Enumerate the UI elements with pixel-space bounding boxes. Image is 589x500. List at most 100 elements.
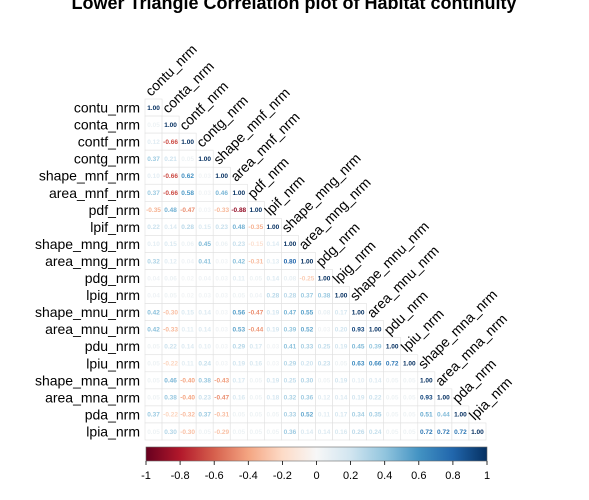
cell-value-area_mna_nrm-lpif_nrm: 0.18 — [267, 395, 280, 402]
cell-value-shape_mna_nrm-contg_nrm: 0.38 — [198, 378, 211, 385]
cell-value-area_mna_nrm-contf_nrm: -0.40 — [180, 395, 195, 402]
cell-value-lpia_nrm-shape_mna_nrm: 0.72 — [420, 429, 433, 436]
cell-value-area_mng_nrm-area_mnf_nrm: 0.42 — [232, 258, 245, 265]
cell-value-shape_mnu_nrm-area_mnf_nrm: 0.56 — [232, 309, 245, 316]
cell-value-pda_nrm-area_mnu_nrm: 0.35 — [369, 412, 382, 419]
cell-value-shape_mng_nrm-conta_nrm: 0.15 — [164, 241, 177, 248]
cell-value-shape_mna_nrm-conta_nrm: 0.46 — [164, 378, 177, 385]
cell-value-area_mng_nrm-contg_nrm: 0.41 — [198, 258, 211, 265]
cell-value-lpig_nrm-area_mng_nrm: 0.37 — [301, 292, 314, 299]
cell-value-pdf_nrm-shape_mnf_nrm: -0.33 — [214, 207, 229, 214]
cell-value-pdu_nrm-lpif_nrm: 0.03 — [267, 344, 280, 351]
cell-value-pdu_nrm-contg_nrm: 0.10 — [198, 344, 211, 351]
cell-value-shape_mna_nrm-pdu_nrm: 0.05 — [386, 378, 399, 385]
cell-value-contf_nrm-contu_nrm: 0.12 — [147, 139, 160, 146]
cell-value-area_mng_nrm-contu_nrm: 0.32 — [147, 258, 160, 265]
cell-value-pdg_nrm-area_mng_nrm: -0.25 — [300, 275, 315, 282]
cell-value-area_mna_nrm-contg_nrm: 0.23 — [198, 395, 211, 402]
cell-value-lpia_nrm-pdf_nrm: 0.05 — [249, 429, 262, 436]
cell-value-pda_nrm-shape_mnu_nrm: 0.34 — [352, 412, 365, 419]
cell-value-contg_nrm-conta_nrm: 0.21 — [164, 156, 177, 163]
cell-value-pdg_nrm-shape_mnf_nrm: 0.03 — [215, 275, 228, 282]
correlation-cells: 1.00 0.05 1.00 0.12 -0.66 1.00 0.37 0.21 0.05 1.0… — [144, 98, 487, 441]
cell-value-pda_nrm-pdf_nrm: 0.05 — [249, 412, 262, 419]
cell-value-contg_nrm-contu_nrm: 0.37 — [147, 156, 160, 163]
cell-value-lpiu_nrm-contf_nrm: 0.11 — [181, 361, 194, 368]
cell-value-pdg_nrm-contg_nrm: 0.04 — [198, 275, 211, 282]
cell-value-pdg_nrm-pdf_nrm: 0.05 — [249, 275, 262, 282]
cell-value-area_mna_nrm-area_mnu_nrm: 0.22 — [369, 395, 382, 402]
cell-value-lpig_nrm-contu_nrm: 0.04 — [147, 292, 160, 299]
row-label-shape_mng_nrm: shape_mng_nrm — [35, 236, 140, 252]
cell-value-lpia_nrm-area_mnu_nrm: 0.24 — [369, 429, 382, 436]
cell-value-pdu_nrm-pdg_nrm: 0.25 — [318, 344, 331, 351]
cell-value-pdg_nrm-contf_nrm: 0.02 — [181, 275, 194, 282]
cell-value-pdf_nrm-contf_nrm: -0.47 — [180, 207, 195, 214]
cell-value-pda_nrm-contu_nrm: 0.37 — [147, 412, 160, 419]
cell-value-shape_mna_nrm-lpig_nrm: 0.19 — [335, 378, 348, 385]
cell-value-shape_mng_nrm-contg_nrm: 0.45 — [198, 241, 211, 248]
colorbar-tick-label: 1 — [484, 470, 490, 482]
cell-value-lpig_nrm-shape_mng_nrm: 0.28 — [284, 292, 297, 299]
cell-value-pdu_nrm-contu_nrm: 0.05 — [147, 344, 160, 351]
cell-value-lpif_nrm-pdf_nrm: -0.35 — [248, 224, 263, 231]
cell-value-shape_mnf_nrm-conta_nrm: -0.66 — [163, 173, 178, 180]
cell-value-pda_nrm-conta_nrm: -0.22 — [163, 412, 178, 419]
cell-value-pdu_nrm-area_mng_nrm: 0.33 — [301, 344, 314, 351]
cell-value-lpiu_nrm-pdu_nrm: 0.72 — [386, 361, 399, 368]
colorbar: -1 -0.8 -0.6 -0.4 -0.2 0 0.2 0.4 0.6 0.8 1 — [141, 446, 490, 482]
cell-value-lpiu_nrm-shape_mnf_nrm: 0.03 — [215, 361, 228, 368]
cell-value-area_mna_nrm-area_mnf_nrm: 0.16 — [232, 395, 245, 402]
cell-value-lpiu_nrm-contg_nrm: 0.24 — [198, 361, 211, 368]
cell-value-lpia_nrm-pdu_nrm: 0.05 — [386, 429, 399, 436]
cell-value-pdg_nrm-conta_nrm: 0.06 — [164, 275, 177, 282]
cell-value-area_mng_nrm-shape_mng_nrm: 0.80 — [284, 258, 297, 265]
chart-title: Lower Triangle Correlation plot of Habit… — [71, 0, 516, 13]
cell-value-area_mng_nrm-conta_nrm: 0.12 — [164, 258, 177, 265]
cell-value-area_mna_nrm-pdu_nrm: 0.05 — [386, 395, 399, 402]
cell-value-lpif_nrm-area_mnf_nrm: 0.48 — [232, 224, 245, 231]
row-label-lpif_nrm: lpif_nrm — [90, 219, 140, 235]
cell-value-area_mnu_nrm-shape_mnf_nrm: 0.03 — [215, 326, 228, 333]
cell-value-pda_nrm-area_mnf_nrm: 0.05 — [232, 412, 245, 419]
cell-value-pdf_nrm-contg_nrm: 0.03 — [198, 207, 211, 214]
row-label-pdf_nrm: pdf_nrm — [89, 202, 140, 218]
colorbar-tick-label: 0.2 — [343, 470, 358, 482]
cell-value-lpia_nrm-contg_nrm: 0.05 — [198, 429, 211, 436]
cell-value-area_mnu_nrm-shape_mnu_nrm: 0.93 — [352, 326, 365, 333]
cell-value-lpia_nrm-shape_mnf_nrm: -0.29 — [214, 429, 229, 436]
cell-value-area_mnu_nrm-conta_nrm: -0.33 — [163, 326, 178, 333]
cell-value-shape_mnu_nrm-shape_mnf_nrm: 0.03 — [215, 309, 228, 316]
row-label-area_mnu_nrm: area_mnu_nrm — [45, 321, 140, 337]
cell-value-shape_mnu_nrm-area_mng_nrm: 0.55 — [301, 309, 314, 316]
cell-value-contg_nrm-contg_nrm: 1.00 — [198, 156, 211, 163]
cell-value-shape_mng_nrm-contu_nrm: 0.10 — [147, 241, 160, 248]
colorbar-tick-label: -0.8 — [171, 470, 190, 482]
row-label-contg_nrm: contg_nrm — [74, 151, 140, 167]
cell-value-shape_mnu_nrm-shape_mng_nrm: 0.47 — [284, 309, 297, 316]
cell-value-shape_mng_nrm-shape_mnf_nrm: 0.06 — [215, 241, 228, 248]
cell-value-pda_nrm-shape_mnf_nrm: -0.31 — [214, 412, 229, 419]
cell-value-pda_nrm-shape_mng_nrm: 0.33 — [284, 412, 297, 419]
cell-value-pdu_nrm-shape_mnf_nrm: 0.03 — [215, 344, 228, 351]
cell-value-lpiu_nrm-lpiu_nrm: 1.00 — [403, 361, 416, 368]
cell-value-lpig_nrm-contf_nrm: 0.02 — [181, 292, 194, 299]
cell-value-shape_mnf_nrm-contg_nrm: 0.03 — [198, 173, 211, 180]
cell-value-shape_mnu_nrm-lpig_nrm: 0.17 — [335, 309, 348, 316]
cell-value-pdu_nrm-shape_mnu_nrm: 0.45 — [352, 344, 365, 351]
cell-value-pda_nrm-pdu_nrm: 0.05 — [386, 412, 399, 419]
cell-value-lpia_nrm-lpif_nrm: 0.05 — [267, 429, 280, 436]
cell-value-lpif_nrm-contg_nrm: 0.15 — [198, 224, 211, 231]
cell-value-lpif_nrm-shape_mnf_nrm: 0.23 — [215, 224, 228, 231]
cell-value-pdu_nrm-lpig_nrm: 0.19 — [335, 344, 348, 351]
cell-value-shape_mnu_nrm-contf_nrm: 0.15 — [181, 309, 194, 316]
colorbar-tick-label: -0.4 — [239, 470, 258, 482]
cell-value-area_mnf_nrm-conta_nrm: -0.66 — [163, 190, 178, 197]
cell-value-lpiu_nrm-pdf_nrm: 0.16 — [249, 361, 262, 368]
row-labels: contu_nrmconta_nrmcontf_nrmcontg_nrmshap… — [35, 100, 140, 440]
cell-value-lpig_nrm-pdf_nrm: 0.04 — [249, 292, 262, 299]
cell-value-lpif_nrm-conta_nrm: 0.14 — [164, 224, 177, 231]
cell-value-shape_mna_nrm-shape_mna_nrm: 1.00 — [420, 378, 433, 385]
cell-value-area_mnu_nrm-area_mnu_nrm: 1.00 — [369, 326, 382, 333]
